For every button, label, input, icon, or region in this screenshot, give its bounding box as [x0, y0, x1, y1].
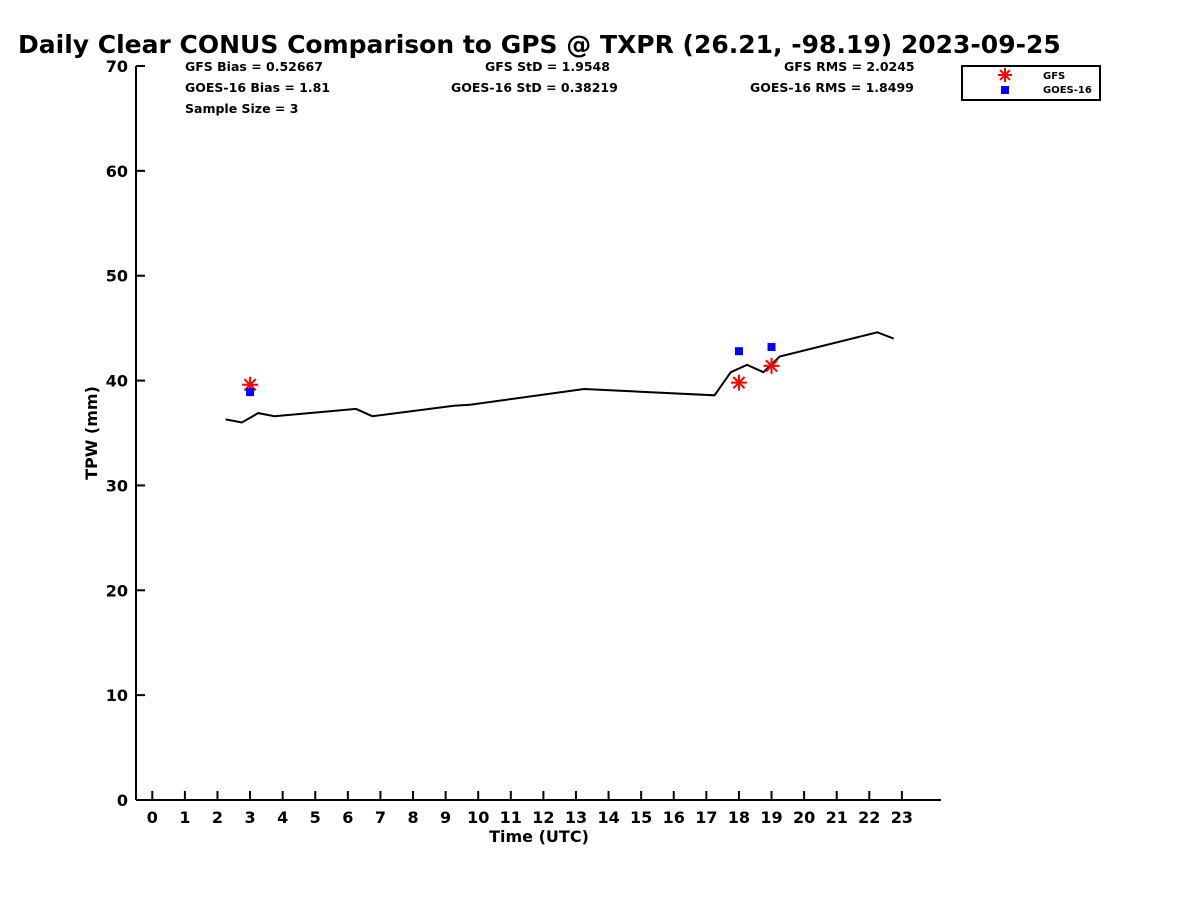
gfs-std-text: GFS StD = 1.9548 [485, 59, 610, 74]
y-axis-label: TPW (mm) [82, 386, 101, 480]
marker-layer [242, 343, 780, 397]
sample-size-text: Sample Size = 3 [185, 101, 298, 116]
gfs-point [730, 374, 747, 391]
goes-rms-text: GOES-16 RMS = 1.8499 [750, 80, 914, 95]
y-tick-label: 40 [106, 372, 128, 391]
gfs-marker-stroke [732, 376, 746, 390]
goes16-point [734, 347, 743, 356]
x-tick-label: 7 [375, 808, 386, 827]
legend-gfs-marker [998, 68, 1012, 82]
x-tick-label: 2 [212, 808, 223, 827]
stats-layer: GFS Bias = 0.52667 GOES-16 Bias = 1.81 S… [185, 59, 915, 116]
x-tick-label: 6 [342, 808, 353, 827]
x-tick-label: 18 [728, 808, 750, 827]
x-tick-label: 15 [630, 808, 652, 827]
y-tick-label: 70 [106, 57, 128, 76]
goes-std-text: GOES-16 StD = 0.38219 [451, 80, 618, 95]
y-tick-label: 60 [106, 162, 128, 181]
gfs-marker-stroke [999, 69, 1011, 81]
goes-bias-text: GOES-16 Bias = 1.81 [185, 80, 330, 95]
x-tick-label: 13 [565, 808, 587, 827]
y-tick-label: 20 [106, 581, 128, 600]
x-tick-label: 14 [597, 808, 619, 827]
goes16-point [246, 388, 255, 397]
gfs-rms-text: GFS RMS = 2.0245 [784, 59, 915, 74]
x-tick-label: 11 [500, 808, 522, 827]
x-tick-label: 17 [695, 808, 717, 827]
y-tick-label: 10 [106, 686, 128, 705]
x-tick-label: 22 [858, 808, 880, 827]
x-tick-label: 20 [793, 808, 815, 827]
x-tick-label: 10 [467, 808, 489, 827]
x-tick-label: 5 [310, 808, 321, 827]
goes16-point [767, 343, 776, 352]
x-tick-label: 4 [277, 808, 288, 827]
x-tick-label: 0 [147, 808, 158, 827]
gfs-marker-stroke [765, 359, 778, 373]
tpw-line-layer [225, 331, 895, 424]
tpw-gps-line [225, 331, 895, 424]
x-tick-label: 16 [663, 808, 685, 827]
x-tick-label: 8 [407, 808, 418, 827]
y-tick-label: 50 [106, 267, 128, 286]
x-tick-label: 9 [440, 808, 451, 827]
x-tick-label: 3 [244, 808, 255, 827]
x-tick-label: 1 [179, 808, 190, 827]
legend-box [961, 65, 1101, 101]
chart-title: Daily Clear CONUS Comparison to GPS @ TX… [18, 30, 1061, 59]
legend-goes-marker [1001, 86, 1009, 94]
y-tick-label: 0 [117, 791, 128, 810]
x-tick-label: 12 [532, 808, 554, 827]
gfs-point [763, 357, 780, 374]
legend-goes-label: GOES-16 [1043, 85, 1092, 96]
x-tick-label: 19 [760, 808, 782, 827]
legend-gfs-asterisk [998, 68, 1012, 82]
x-tick-label: 21 [826, 808, 848, 827]
legend: GFS GOES-16 [961, 65, 1101, 101]
y-tick-label: 30 [106, 476, 128, 495]
x-axis-label: Time (UTC) [489, 827, 589, 846]
legend-gfs-label: GFS [1043, 71, 1065, 82]
gfs-bias-text: GFS Bias = 0.52667 [185, 59, 323, 74]
x-tick-label: 23 [891, 808, 913, 827]
